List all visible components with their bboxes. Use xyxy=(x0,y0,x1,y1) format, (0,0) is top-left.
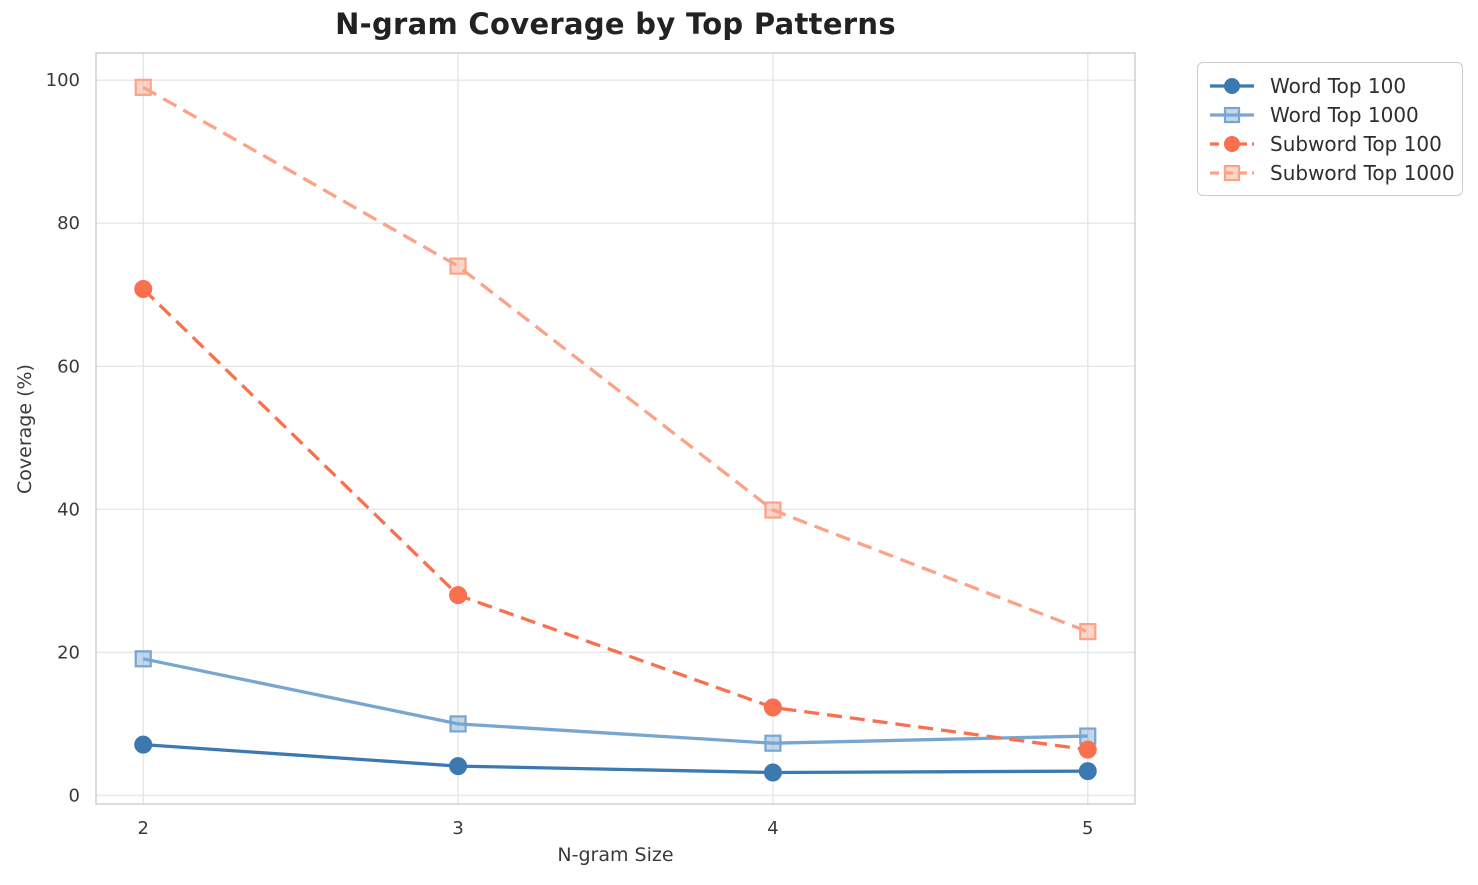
series-line-subword-top-100 xyxy=(142,287,1088,752)
data-point-subword-top-1000-x4 xyxy=(764,501,782,519)
series-line-word-top-100 xyxy=(143,742,1088,775)
legend-circle-glyph-word-top-100 xyxy=(1210,77,1254,94)
data-point-word-top-1000-x4 xyxy=(764,734,782,752)
data-point-word-top-100-x5 xyxy=(1078,762,1097,781)
y-tick-label-20: 20 xyxy=(57,642,80,663)
data-point-word-top-1000-x3 xyxy=(449,715,467,733)
y-tick-label-60: 60 xyxy=(57,356,80,377)
y-tick-label-80: 80 xyxy=(57,213,80,234)
legend-label: Subword Top 100 xyxy=(1270,131,1442,156)
x-tick-label-2: 2 xyxy=(138,818,149,839)
x-tick-label-5: 5 xyxy=(1082,818,1093,839)
legend-circle-glyph-subword-top-100 xyxy=(1210,135,1254,152)
data-point-subword-top-1000-x2 xyxy=(134,78,152,96)
x-tick-label-3: 3 xyxy=(452,818,463,839)
data-point-word-top-1000-x2 xyxy=(134,650,152,668)
legend-item-word-top-1000: Word Top 1000 xyxy=(1208,100,1450,129)
data-point-subword-top-1000-x5 xyxy=(1079,623,1097,641)
legend-label: Word Top 1000 xyxy=(1270,102,1419,127)
plot-border xyxy=(95,52,1136,805)
series-line-subword-top-1000 xyxy=(142,85,1089,634)
data-point-subword-top-1000-x3 xyxy=(449,257,467,275)
y-tick-label-0: 0 xyxy=(69,785,80,806)
legend-label: Subword Top 1000 xyxy=(1270,160,1455,185)
x-tick-label-4: 4 xyxy=(767,818,778,839)
legend-label: Word Top 100 xyxy=(1270,73,1407,98)
legend-square-glyph-subword-top-1000 xyxy=(1210,164,1254,181)
chart-title: N-gram Coverage by Top Patterns xyxy=(335,7,896,41)
x-axis-label: N-gram Size xyxy=(557,844,674,866)
legend: Word Top 100 Word Top 1000 Subword Top 100… xyxy=(1197,62,1463,196)
data-point-word-top-100-x2 xyxy=(134,735,153,754)
data-point-subword-top-100-x3 xyxy=(449,586,468,605)
data-point-subword-top-100-x5 xyxy=(1078,740,1097,759)
legend-item-subword-top-1000: Subword Top 1000 xyxy=(1208,158,1455,187)
data-point-subword-top-100-x2 xyxy=(134,280,153,299)
data-point-word-top-100-x4 xyxy=(763,763,782,782)
data-point-word-top-100-x3 xyxy=(449,757,468,776)
y-tick-label-40: 40 xyxy=(57,499,80,520)
y-tick-label-100: 100 xyxy=(46,70,80,91)
series-line-word-top-1000 xyxy=(142,657,1088,745)
legend-item-subword-top-100: Subword Top 100 xyxy=(1208,129,1450,158)
legend-square-glyph-word-top-1000 xyxy=(1210,106,1254,123)
data-point-subword-top-100-x4 xyxy=(763,698,782,717)
legend-item-word-top-100: Word Top 100 xyxy=(1208,71,1450,100)
